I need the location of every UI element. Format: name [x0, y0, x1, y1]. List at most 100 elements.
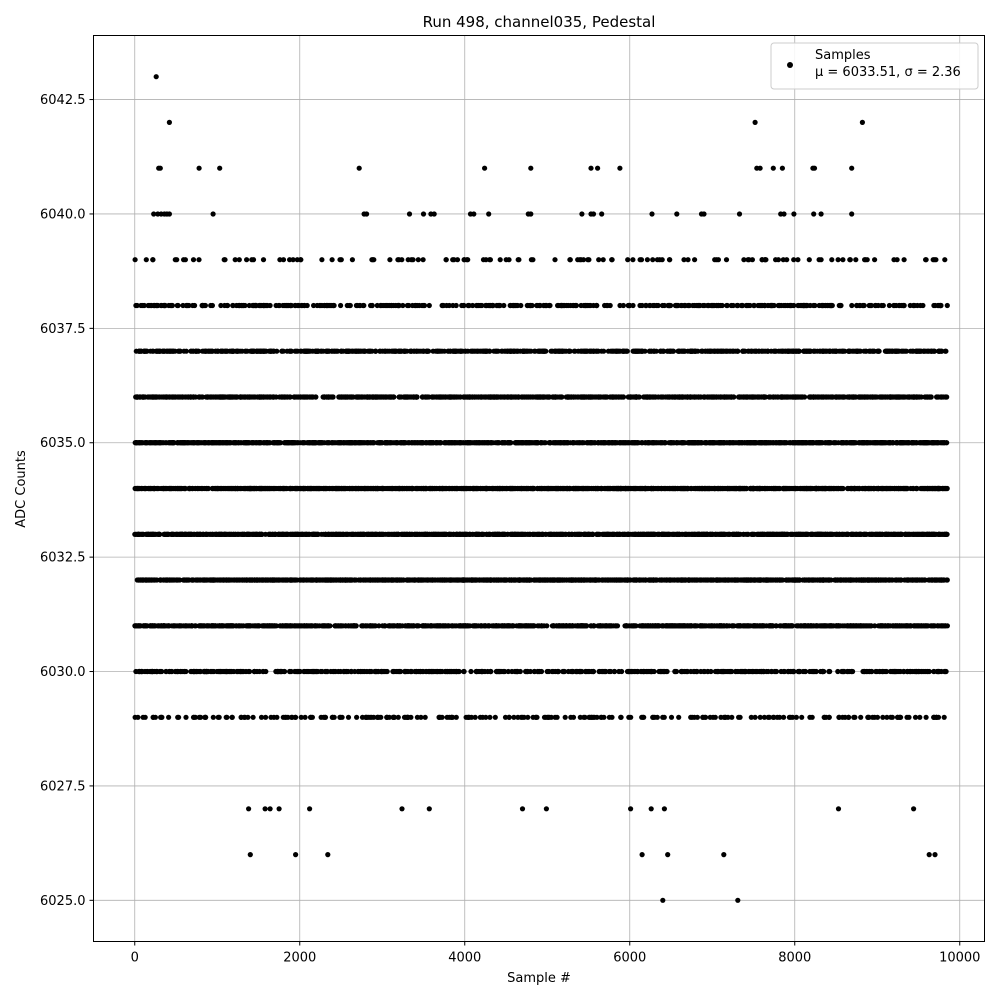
data-point [330, 715, 335, 720]
data-point [212, 532, 217, 537]
data-point [425, 532, 430, 537]
data-point [739, 669, 744, 674]
data-point [228, 532, 233, 537]
data-point [642, 623, 647, 628]
data-point [185, 577, 190, 582]
data-point [282, 577, 287, 582]
data-point [567, 532, 572, 537]
data-point [293, 577, 298, 582]
data-point [626, 669, 631, 674]
data-point [906, 577, 911, 582]
data-point [604, 623, 609, 628]
data-point [822, 715, 827, 720]
data-point [210, 669, 215, 674]
data-point [183, 715, 188, 720]
data-point [472, 623, 477, 628]
data-point [762, 532, 767, 537]
data-point [689, 577, 694, 582]
data-point [359, 532, 364, 537]
data-point [762, 715, 767, 720]
data-point [421, 532, 426, 537]
data-point [154, 669, 159, 674]
data-point [509, 532, 514, 537]
data-point [783, 623, 788, 628]
data-point [268, 623, 273, 628]
data-point [257, 669, 262, 674]
data-point [310, 715, 315, 720]
data-point [905, 669, 910, 674]
data-point [423, 623, 428, 628]
data-point [505, 623, 510, 628]
data-point [245, 715, 250, 720]
data-point [293, 669, 298, 674]
data-point [774, 669, 779, 674]
data-point [542, 577, 547, 582]
data-point [383, 669, 388, 674]
data-point [898, 715, 903, 720]
data-point [759, 669, 764, 674]
data-point [150, 669, 155, 674]
data-point [392, 715, 397, 720]
data-point [846, 532, 851, 537]
data-point [788, 669, 793, 674]
data-point [661, 532, 666, 537]
data-point [591, 623, 596, 628]
data-point [714, 623, 719, 628]
data-point [246, 532, 251, 537]
data-point [823, 623, 828, 628]
data-point [588, 577, 593, 582]
data-point [525, 669, 530, 674]
data-point [775, 577, 780, 582]
data-point [579, 532, 584, 537]
data-point [782, 532, 787, 537]
data-point [135, 532, 140, 537]
data-point [488, 669, 493, 674]
data-point [470, 532, 475, 537]
data-point [942, 715, 947, 720]
data-point [628, 715, 633, 720]
data-point [605, 532, 610, 537]
data-point [176, 623, 181, 628]
data-point [808, 623, 813, 628]
data-point [714, 532, 719, 537]
data-point [278, 532, 283, 537]
data-point [516, 532, 521, 537]
data-point [859, 577, 864, 582]
data-point [819, 532, 824, 537]
data-point [558, 532, 563, 537]
data-point [252, 669, 257, 674]
data-point [711, 715, 716, 720]
data-point [694, 669, 699, 674]
data-point [566, 669, 571, 674]
data-point [341, 669, 346, 674]
data-point [159, 715, 164, 720]
data-point [435, 623, 440, 628]
data-point [616, 577, 621, 582]
data-point [840, 669, 845, 674]
data-point [755, 532, 760, 537]
data-point [788, 623, 793, 628]
data-point [415, 577, 420, 582]
data-point [890, 715, 895, 720]
data-point [702, 669, 707, 674]
data-point [657, 577, 662, 582]
data-point [920, 532, 925, 537]
data-point [205, 623, 210, 628]
data-point [893, 669, 898, 674]
data-point [784, 577, 789, 582]
data-point [539, 669, 544, 674]
data-point [462, 623, 467, 628]
data-point [703, 715, 708, 720]
data-point [899, 532, 904, 537]
data-point [770, 532, 775, 537]
data-point [550, 577, 555, 582]
data-point [224, 715, 229, 720]
data-point [624, 623, 629, 628]
data-point [234, 577, 239, 582]
data-point [699, 623, 704, 628]
data-point [431, 532, 436, 537]
data-point [764, 669, 769, 674]
data-point [191, 532, 196, 537]
data-point [357, 577, 362, 582]
